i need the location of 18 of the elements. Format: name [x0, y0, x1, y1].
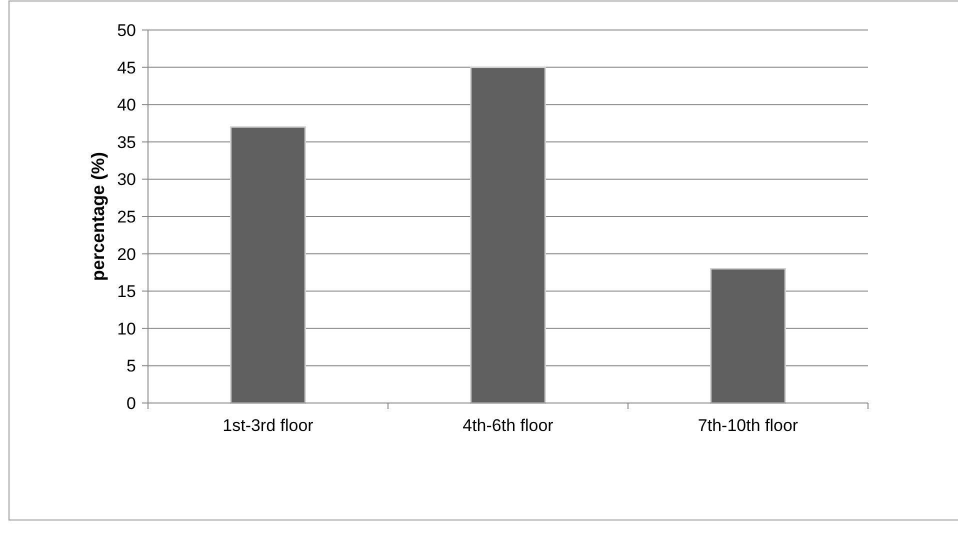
y-tick-label: 35	[117, 132, 136, 152]
x-tick-label: 7th-10th floor	[698, 416, 798, 435]
y-tick-label: 0	[126, 394, 136, 413]
y-tick-label: 20	[117, 244, 136, 264]
y-tick-label: 10	[117, 319, 136, 338]
bar	[710, 268, 786, 404]
y-tick-label: 50	[117, 20, 136, 40]
y-axis-title: percentage (%)	[88, 152, 108, 282]
y-tick-label: 15	[117, 282, 136, 302]
y-tick-label: 40	[117, 96, 136, 115]
y-tick-label: 25	[117, 207, 136, 226]
y-tick-label: 5	[126, 356, 136, 376]
bar	[470, 66, 546, 404]
y-tick-label: 30	[117, 170, 136, 190]
y-tick-label: 45	[117, 58, 136, 78]
x-tick-label: 4th-6th floor	[462, 416, 554, 435]
bar	[230, 126, 306, 404]
x-tick-label: 1st-3rd floor	[222, 416, 314, 435]
